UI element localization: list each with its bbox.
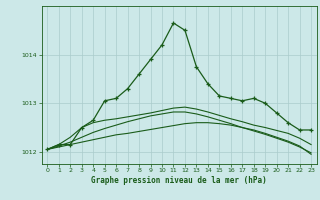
X-axis label: Graphe pression niveau de la mer (hPa): Graphe pression niveau de la mer (hPa) — [91, 176, 267, 185]
